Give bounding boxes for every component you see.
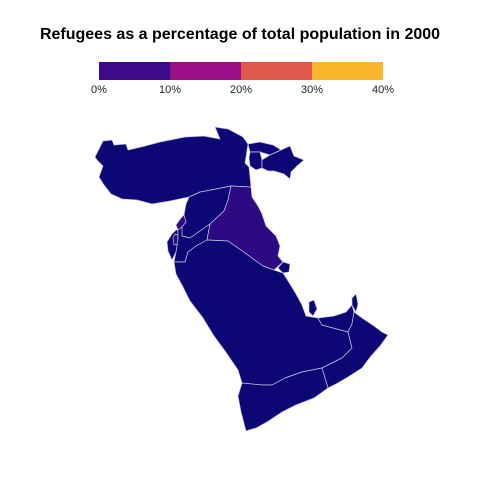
region-qatar[interactable] xyxy=(309,300,317,316)
region-armenia[interactable] xyxy=(249,152,262,170)
